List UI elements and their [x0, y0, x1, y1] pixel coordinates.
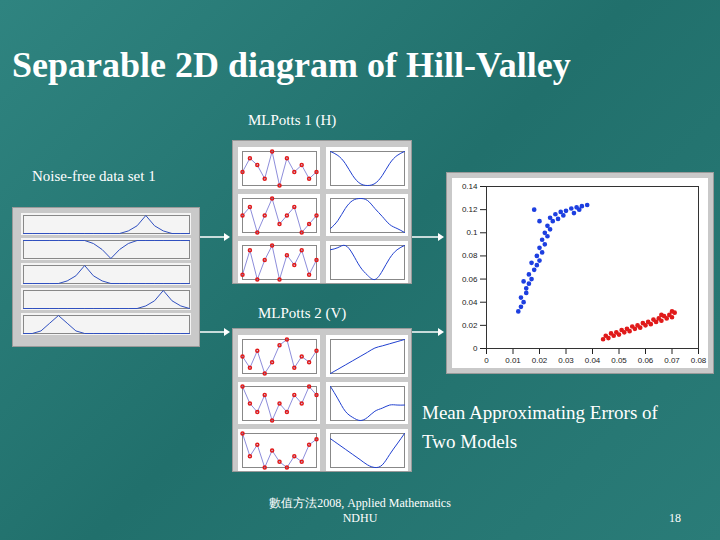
svg-text:0.07: 0.07	[664, 356, 680, 365]
svg-text:0.02: 0.02	[462, 321, 478, 330]
html-text:Separable 2D diagram of Hill-V: Separable 2D diagram of Hill-Valley	[12, 45, 571, 85]
svg-text:0.12: 0.12	[462, 205, 478, 214]
html-text:數值方法2008, Applied Mathematics: 數值方法2008, Applied Mathematics	[269, 496, 451, 510]
html-text:MLPotts 2 (V): MLPotts 2 (V)	[258, 305, 347, 321]
html-text:18: 18	[669, 511, 681, 525]
svg-text:0.01: 0.01	[505, 356, 521, 365]
html-text:NDHU: NDHU	[342, 511, 378, 525]
svg-text:0.06: 0.06	[638, 356, 654, 365]
html-text:Mean Approximating Errors of: Mean Approximating Errors of	[422, 402, 658, 423]
svg-text:0: 0	[473, 344, 478, 353]
svg-text:0.06: 0.06	[462, 275, 478, 284]
html-text:Two Models: Two Models	[422, 431, 518, 452]
svg-text:0.08: 0.08	[691, 356, 707, 365]
html-text:MLPotts 1 (H): MLPotts 1 (H)	[248, 112, 337, 128]
svg-text:0.04: 0.04	[462, 298, 478, 307]
html-text:Noise-free data set 1: Noise-free data set 1	[32, 168, 156, 184]
svg-text:0.02: 0.02	[532, 356, 548, 365]
svg-text:0.03: 0.03	[558, 356, 574, 365]
svg-text:0: 0	[484, 356, 489, 365]
svg-text:0.14: 0.14	[462, 182, 478, 191]
svg-text:0.04: 0.04	[585, 356, 601, 365]
svg-text:0.05: 0.05	[611, 356, 627, 365]
svg-text:0.08: 0.08	[462, 251, 478, 260]
svg-text:0.1: 0.1	[466, 228, 478, 237]
